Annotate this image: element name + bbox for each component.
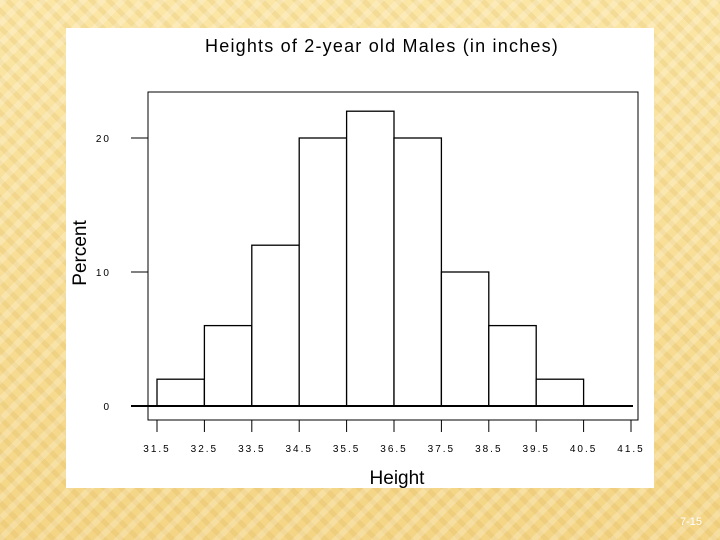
histogram-bars [156,110,585,407]
histogram-bar-0 [156,378,206,407]
histogram-bar-4 [345,110,395,407]
plot-frame [147,91,639,421]
x-tick-label-0: 31.5 [143,444,170,455]
x-axis-label: Height [370,468,426,489]
y-axis: 0 10 20 [96,134,148,413]
x-tick-label-6: 37.5 [428,444,455,455]
y-tick-label-0: 0 [103,402,111,413]
x-axis: 31.5 32.5 33.5 34.5 35.5 36.5 37.5 38.5 39.5 40.5… [143,420,644,455]
y-axis-label: Percent [70,220,91,286]
slide-number: 7-15 [679,516,702,528]
histogram-bar-5 [393,137,443,407]
chart-title: Heights of 2-year old Males (in inches) [205,36,559,56]
x-tick-label-5: 36.5 [380,444,407,455]
histogram-bar-1 [203,324,253,407]
x-tick-label-1: 32.5 [191,444,218,455]
histogram-bar-3 [298,137,348,407]
x-tick-label-9: 40.5 [570,444,597,455]
x-tick-label-10: 41.5 [617,444,644,455]
y-tick-label-1: 10 [96,268,111,279]
x-tick-label-8: 39.5 [522,444,549,455]
x-tick-label-4: 35.5 [333,444,360,455]
y-tick-label-2: 20 [96,134,111,145]
histogram-bar-8 [535,378,585,407]
x-tick-label-3: 34.5 [285,444,312,455]
histogram-bar-6 [440,271,490,407]
histogram-bar-7 [488,324,537,407]
x-tick-label-7: 38.5 [475,444,502,455]
x-tick-label-2: 33.5 [238,444,265,455]
histogram-bar-2 [251,244,300,407]
